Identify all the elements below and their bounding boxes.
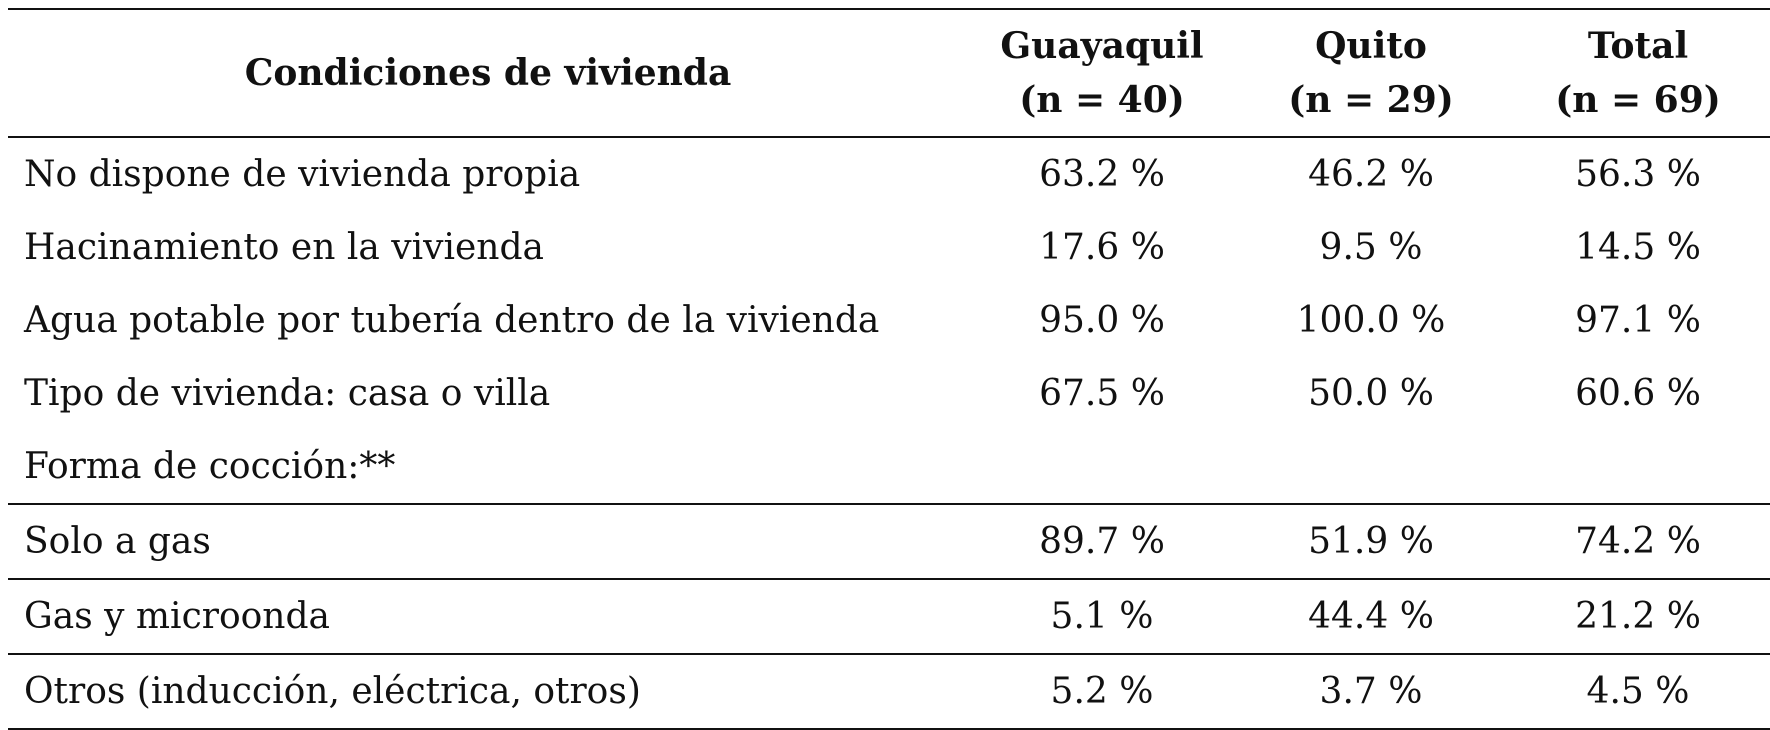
cell-total: 21.2 % — [1575, 596, 1701, 637]
table-row: No dispone de vivienda propia 63.2 % 46.… — [8, 137, 1770, 211]
table-header: Condiciones de vivienda Guayaquil (n = 4… — [8, 9, 1770, 137]
cell-total: 97.1 % — [1575, 300, 1701, 341]
header-guayaquil-n: (n = 40) — [1019, 79, 1185, 121]
cell-quito: 44.4 % — [1308, 596, 1434, 637]
row-label: No dispone de vivienda propia — [24, 154, 581, 195]
row-label: Solo a gas — [24, 521, 211, 562]
table-row: Otros (inducción, eléctrica, otros) 5.2 … — [8, 654, 1770, 729]
row-label: Tipo de vivienda: casa o villa — [24, 373, 551, 414]
cell-guayaquil: 89.7 % — [1039, 521, 1165, 562]
cell-total — [1506, 430, 1770, 504]
cell-quito: 46.2 % — [1308, 154, 1434, 195]
row-label: Gas y microonda — [24, 596, 330, 637]
table-row: Solo a gas 89.7 % 51.9 % 74.2 % — [8, 504, 1770, 579]
header-quito-n: (n = 29) — [1288, 79, 1454, 121]
table-row-section-heading: Forma de cocción:** — [8, 430, 1770, 504]
section-label: Forma de cocción:** — [24, 446, 396, 487]
row-label: Otros (inducción, eléctrica, otros) — [24, 671, 641, 712]
header-quito: Quito (n = 29) — [1236, 9, 1506, 137]
cell-guayaquil: 95.0 % — [1039, 300, 1165, 341]
cell-quito: 100.0 % — [1296, 300, 1446, 341]
cell-guayaquil — [968, 430, 1236, 504]
cell-guayaquil: 5.2 % — [1050, 671, 1154, 712]
housing-conditions-table: Condiciones de vivienda Guayaquil (n = 4… — [8, 8, 1770, 730]
cell-guayaquil: 63.2 % — [1039, 154, 1165, 195]
header-total-n: (n = 69) — [1555, 79, 1721, 121]
cell-total: 14.5 % — [1575, 227, 1701, 268]
cell-guayaquil: 5.1 % — [1050, 596, 1154, 637]
table-row: Tipo de vivienda: casa o villa 67.5 % 50… — [8, 357, 1770, 430]
table-row: Hacinamiento en la vivienda 17.6 % 9.5 %… — [8, 211, 1770, 284]
cell-guayaquil: 17.6 % — [1039, 227, 1165, 268]
cell-quito: 50.0 % — [1308, 373, 1434, 414]
row-label: Agua potable por tubería dentro de la vi… — [24, 300, 880, 341]
housing-conditions-table-wrapper: Condiciones de vivienda Guayaquil (n = 4… — [8, 8, 1770, 730]
table-row: Agua potable por tubería dentro de la vi… — [8, 284, 1770, 357]
header-guayaquil-name: Guayaquil — [1000, 25, 1204, 67]
header-guayaquil: Guayaquil (n = 40) — [968, 9, 1236, 137]
cell-total: 60.6 % — [1575, 373, 1701, 414]
header-condiciones: Condiciones de vivienda — [8, 9, 968, 137]
cell-total: 74.2 % — [1575, 521, 1701, 562]
table-body: No dispone de vivienda propia 63.2 % 46.… — [8, 137, 1770, 729]
header-quito-name: Quito — [1315, 25, 1427, 67]
cell-guayaquil: 67.5 % — [1039, 373, 1165, 414]
table-row: Gas y microonda 5.1 % 44.4 % 21.2 % — [8, 579, 1770, 654]
cell-quito: 3.7 % — [1319, 671, 1423, 712]
header-total: Total (n = 69) — [1506, 9, 1770, 137]
header-total-name: Total — [1587, 25, 1689, 67]
header-row: Condiciones de vivienda Guayaquil (n = 4… — [8, 9, 1770, 137]
header-condiciones-label: Condiciones de vivienda — [244, 52, 732, 94]
cell-quito — [1236, 430, 1506, 504]
cell-quito: 9.5 % — [1319, 227, 1423, 268]
row-label: Hacinamiento en la vivienda — [24, 227, 544, 268]
cell-total: 56.3 % — [1575, 154, 1701, 195]
cell-quito: 51.9 % — [1308, 521, 1434, 562]
cell-total: 4.5 % — [1586, 671, 1690, 712]
